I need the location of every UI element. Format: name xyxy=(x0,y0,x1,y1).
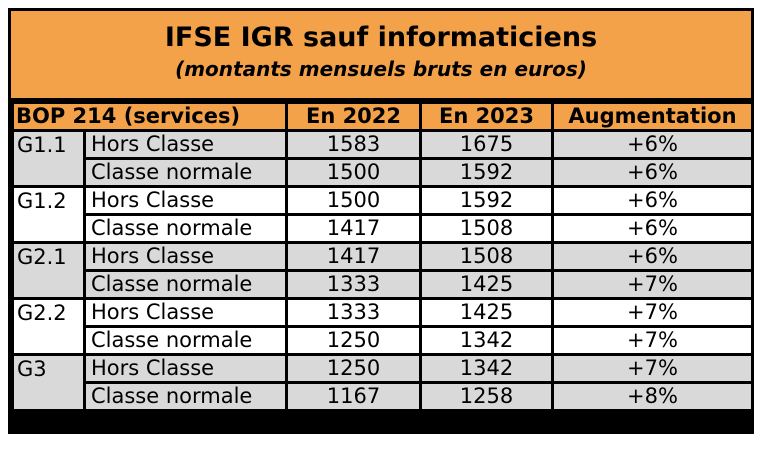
increase-cell: +6% xyxy=(551,129,754,160)
classe-cell: Classe normale xyxy=(83,213,288,244)
grade-cell xyxy=(11,214,86,244)
classe-cell: Hors Classe xyxy=(83,241,288,272)
increase-cell: +7% xyxy=(551,325,754,356)
table-row: Classe normale 1167 1258 +8% xyxy=(11,381,754,412)
grade-cell: G1.2 xyxy=(11,185,86,215)
increase-cell: +6% xyxy=(551,213,754,244)
increase-cell: +6% xyxy=(551,157,754,188)
value-2023-cell: 1592 xyxy=(419,185,554,216)
grade-cell xyxy=(11,382,86,412)
grade-cell: G2.1 xyxy=(11,241,86,271)
table-row: Classe normale 1500 1592 +6% xyxy=(11,157,754,188)
increase-cell: +7% xyxy=(551,297,754,328)
ifse-table: BOP 214 (services) En 2022 En 2023 Augme… xyxy=(11,101,754,412)
header-bop: BOP 214 (services) xyxy=(11,101,288,132)
increase-cell: +7% xyxy=(551,353,754,384)
value-2022-cell: 1417 xyxy=(285,241,422,272)
table-row: Classe normale 1333 1425 +7% xyxy=(11,269,754,300)
table-row: G2.1 Hors Classe 1417 1508 +6% xyxy=(11,241,754,272)
page-title: IFSE IGR sauf informaticiens xyxy=(164,22,598,53)
value-2023-cell: 1342 xyxy=(419,353,554,384)
value-2022-cell: 1417 xyxy=(285,213,422,244)
table-row: Classe normale 1250 1342 +7% xyxy=(11,325,754,356)
header-row: BOP 214 (services) En 2022 En 2023 Augme… xyxy=(11,101,754,132)
table-row: Classe normale 1417 1508 +6% xyxy=(11,213,754,244)
grade-cell: G1.1 xyxy=(11,129,86,159)
table-frame: IFSE IGR sauf informaticiens (montants m… xyxy=(8,8,754,434)
classe-cell: Classe normale xyxy=(83,325,288,356)
value-2022-cell: 1583 xyxy=(285,129,422,160)
grade-cell xyxy=(11,270,86,300)
table-row: G2.2 Hors Classe 1333 1425 +7% xyxy=(11,297,754,328)
header-increase: Augmentation xyxy=(551,101,754,132)
value-2022-cell: 1500 xyxy=(285,157,422,188)
value-2023-cell: 1342 xyxy=(419,325,554,356)
classe-cell: Hors Classe xyxy=(83,129,288,160)
grade-cell: G3 xyxy=(11,353,86,383)
classe-cell: Classe normale xyxy=(83,269,288,300)
value-2023-cell: 1425 xyxy=(419,269,554,300)
value-2022-cell: 1500 xyxy=(285,185,422,216)
value-2022-cell: 1250 xyxy=(285,353,422,384)
header-2022: En 2022 xyxy=(285,101,422,132)
classe-cell: Hors Classe xyxy=(83,185,288,216)
value-2023-cell: 1508 xyxy=(419,213,554,244)
increase-cell: +8% xyxy=(551,381,754,412)
value-2022-cell: 1333 xyxy=(285,269,422,300)
increase-cell: +7% xyxy=(551,269,754,300)
table-row: G1.1 Hors Classe 1583 1675 +6% xyxy=(11,129,754,160)
grade-cell: G2.2 xyxy=(11,297,86,327)
value-2023-cell: 1425 xyxy=(419,297,554,328)
table-row: G3 Hors Classe 1250 1342 +7% xyxy=(11,353,754,384)
increase-cell: +6% xyxy=(551,185,754,216)
header-2023: En 2023 xyxy=(419,101,554,132)
value-2022-cell: 1333 xyxy=(285,297,422,328)
value-2022-cell: 1167 xyxy=(285,381,422,412)
value-2023-cell: 1258 xyxy=(419,381,554,412)
increase-cell: +6% xyxy=(551,241,754,272)
value-2023-cell: 1508 xyxy=(419,241,554,272)
title-banner: IFSE IGR sauf informaticiens (montants m… xyxy=(11,11,751,98)
page-subtitle: (montants mensuels bruts en euros) xyxy=(175,57,587,81)
grade-cell xyxy=(11,158,86,188)
classe-cell: Classe normale xyxy=(83,157,288,188)
classe-cell: Classe normale xyxy=(83,381,288,412)
classe-cell: Hors Classe xyxy=(83,353,288,384)
value-2023-cell: 1675 xyxy=(419,129,554,160)
value-2023-cell: 1592 xyxy=(419,157,554,188)
grade-cell xyxy=(11,326,86,356)
value-2022-cell: 1250 xyxy=(285,325,422,356)
classe-cell: Hors Classe xyxy=(83,297,288,328)
table-row: G1.2 Hors Classe 1500 1592 +6% xyxy=(11,185,754,216)
